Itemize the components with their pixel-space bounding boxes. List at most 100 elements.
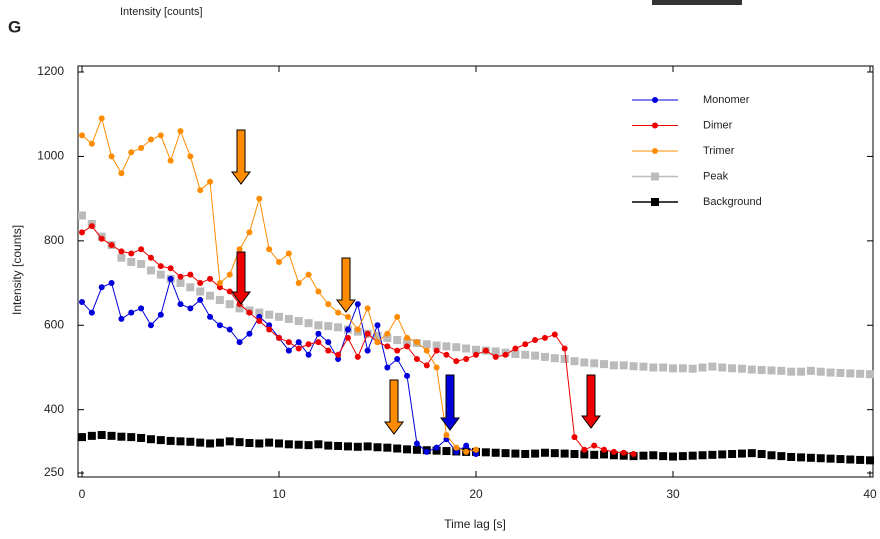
- marker: [266, 246, 273, 253]
- marker: [718, 450, 727, 459]
- y-tick-label: 1000: [37, 149, 64, 163]
- marker: [393, 336, 402, 345]
- series-line: [81, 225, 634, 455]
- marker: [639, 362, 648, 371]
- marker: [98, 284, 105, 291]
- marker: [806, 366, 815, 375]
- marker: [659, 452, 668, 461]
- marker: [394, 356, 401, 363]
- marker: [127, 257, 136, 266]
- marker: [560, 355, 569, 364]
- legend-label: Peak: [703, 170, 729, 182]
- marker: [363, 442, 372, 451]
- marker: [117, 253, 126, 262]
- marker: [344, 326, 351, 333]
- marker: [473, 446, 479, 453]
- marker: [412, 445, 421, 454]
- marker: [649, 363, 658, 372]
- marker: [531, 351, 540, 360]
- marker: [767, 451, 776, 460]
- marker: [265, 310, 274, 319]
- marker: [265, 438, 274, 447]
- marker: [197, 187, 204, 194]
- marker: [118, 170, 125, 177]
- marker: [846, 369, 855, 378]
- marker: [413, 339, 420, 346]
- marker: [452, 343, 461, 352]
- marker: [196, 287, 205, 296]
- marker: [353, 442, 362, 451]
- marker: [531, 449, 540, 458]
- marker: [138, 144, 145, 151]
- marker: [364, 330, 371, 337]
- marker: [206, 439, 215, 448]
- marker: [334, 441, 343, 450]
- marker: [422, 340, 431, 349]
- marker: [226, 288, 233, 295]
- marker: [512, 345, 519, 352]
- marker: [747, 365, 756, 374]
- marker: [777, 366, 786, 375]
- marker: [108, 153, 115, 160]
- marker: [315, 288, 322, 295]
- marker: [394, 313, 401, 320]
- x-tick-label: 10: [272, 487, 286, 501]
- y-tick-label: 800: [44, 233, 64, 247]
- marker: [343, 442, 352, 451]
- marker: [473, 451, 479, 458]
- marker: [256, 313, 263, 320]
- marker: [737, 449, 746, 458]
- marker: [325, 301, 332, 308]
- marker: [186, 283, 195, 292]
- marker: [107, 431, 116, 440]
- marker: [197, 296, 204, 303]
- marker: [560, 449, 569, 458]
- series: [79, 115, 479, 455]
- marker: [728, 450, 737, 459]
- marker: [118, 248, 125, 255]
- marker: [78, 433, 86, 442]
- marker: [550, 354, 559, 363]
- marker: [284, 440, 293, 449]
- series: [79, 223, 637, 458]
- marker: [826, 368, 835, 377]
- marker: [137, 260, 146, 269]
- marker: [728, 364, 737, 373]
- marker: [718, 363, 727, 372]
- marker: [688, 364, 697, 373]
- marker: [511, 349, 520, 358]
- marker: [138, 305, 145, 312]
- marker: [266, 322, 273, 329]
- marker: [737, 364, 746, 373]
- marker: [491, 448, 500, 457]
- marker: [295, 345, 302, 352]
- marker: [207, 275, 214, 282]
- marker: [256, 195, 263, 202]
- marker: [275, 312, 283, 321]
- marker: [78, 211, 86, 220]
- marker: [856, 369, 865, 378]
- marker: [304, 441, 313, 450]
- legend-entry: Peak: [632, 170, 729, 182]
- marker: [472, 345, 480, 354]
- marker: [453, 444, 460, 451]
- marker: [561, 345, 568, 352]
- marker: [806, 453, 815, 462]
- marker: [206, 291, 215, 300]
- marker: [502, 351, 509, 358]
- marker: [787, 452, 796, 461]
- marker: [462, 344, 471, 353]
- marker: [453, 358, 460, 365]
- marker: [609, 361, 618, 370]
- marker: [215, 295, 224, 304]
- marker: [393, 444, 402, 453]
- marker: [207, 313, 214, 320]
- marker: [403, 338, 412, 347]
- marker: [156, 270, 165, 279]
- marker: [235, 304, 244, 313]
- marker: [128, 309, 135, 316]
- marker: [216, 322, 223, 329]
- marker: [305, 341, 312, 348]
- marker: [384, 343, 391, 350]
